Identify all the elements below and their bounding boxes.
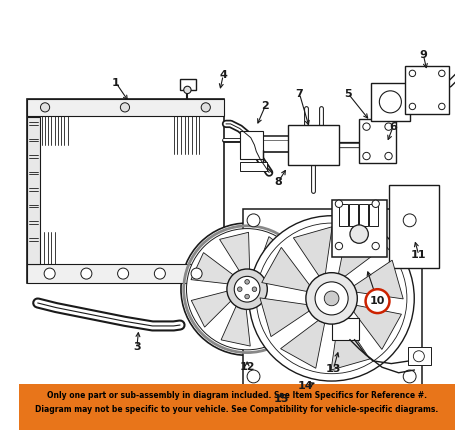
Text: 14: 14 bbox=[298, 381, 314, 391]
Polygon shape bbox=[338, 228, 383, 276]
Circle shape bbox=[81, 268, 92, 279]
Bar bbox=[405, 66, 449, 114]
Circle shape bbox=[256, 223, 407, 374]
Circle shape bbox=[120, 103, 129, 112]
Text: Only one part or sub-assembly in diagram included. See Item Specifics for Refere: Only one part or sub-assembly in diagram… bbox=[47, 391, 427, 400]
Circle shape bbox=[252, 287, 257, 292]
Bar bbox=[180, 79, 196, 90]
Circle shape bbox=[409, 103, 416, 110]
Text: 6: 6 bbox=[389, 122, 397, 132]
Bar bbox=[240, 131, 263, 159]
Circle shape bbox=[385, 123, 392, 130]
Bar bbox=[371, 82, 410, 121]
Bar bbox=[332, 318, 359, 340]
Polygon shape bbox=[256, 237, 292, 279]
Circle shape bbox=[385, 152, 392, 159]
Bar bbox=[243, 209, 421, 388]
Text: 15: 15 bbox=[273, 394, 289, 405]
Text: 4: 4 bbox=[219, 70, 227, 80]
Polygon shape bbox=[260, 298, 309, 336]
Text: 13: 13 bbox=[326, 364, 341, 374]
Circle shape bbox=[186, 228, 308, 350]
Bar bbox=[27, 117, 39, 264]
Circle shape bbox=[201, 103, 210, 112]
Polygon shape bbox=[293, 227, 332, 276]
Circle shape bbox=[438, 103, 445, 110]
Bar bbox=[369, 204, 378, 226]
Circle shape bbox=[350, 225, 368, 243]
Polygon shape bbox=[281, 320, 325, 368]
Circle shape bbox=[118, 268, 128, 279]
Bar bbox=[408, 347, 431, 366]
Text: 2: 2 bbox=[262, 100, 269, 111]
Circle shape bbox=[365, 289, 390, 313]
Circle shape bbox=[403, 370, 416, 383]
Polygon shape bbox=[219, 232, 250, 271]
Circle shape bbox=[44, 268, 55, 279]
Circle shape bbox=[403, 214, 416, 227]
Bar bbox=[389, 185, 439, 268]
Circle shape bbox=[237, 287, 242, 292]
Bar bbox=[349, 204, 358, 226]
Circle shape bbox=[372, 200, 379, 207]
Bar bbox=[359, 119, 396, 164]
Circle shape bbox=[413, 351, 424, 362]
Circle shape bbox=[247, 370, 260, 383]
Circle shape bbox=[245, 280, 249, 284]
Circle shape bbox=[181, 223, 313, 355]
Circle shape bbox=[335, 200, 343, 207]
Circle shape bbox=[40, 103, 50, 112]
Bar bbox=[339, 204, 348, 226]
Circle shape bbox=[249, 216, 414, 381]
Text: 8: 8 bbox=[274, 177, 282, 187]
Bar bbox=[240, 162, 267, 171]
Text: 3: 3 bbox=[133, 342, 141, 352]
Polygon shape bbox=[331, 321, 370, 370]
Text: 10: 10 bbox=[370, 296, 385, 306]
Circle shape bbox=[335, 242, 343, 250]
Circle shape bbox=[191, 268, 202, 279]
Circle shape bbox=[363, 123, 370, 130]
Bar bbox=[359, 204, 368, 226]
Polygon shape bbox=[266, 273, 302, 303]
Circle shape bbox=[234, 276, 260, 302]
Circle shape bbox=[409, 70, 416, 77]
Circle shape bbox=[245, 294, 249, 299]
Text: 1: 1 bbox=[112, 78, 119, 87]
Circle shape bbox=[155, 268, 165, 279]
Text: 5: 5 bbox=[344, 89, 352, 99]
Circle shape bbox=[306, 273, 357, 324]
Text: 9: 9 bbox=[419, 50, 428, 60]
Circle shape bbox=[379, 91, 401, 113]
Polygon shape bbox=[354, 260, 403, 299]
Circle shape bbox=[247, 214, 260, 227]
Circle shape bbox=[184, 86, 191, 94]
Text: 12: 12 bbox=[239, 362, 255, 372]
Circle shape bbox=[315, 282, 348, 315]
Polygon shape bbox=[221, 306, 250, 346]
Circle shape bbox=[372, 242, 379, 250]
Polygon shape bbox=[191, 253, 233, 284]
Text: Diagram may not be specific to your vehicle. See Compatibility for vehicle-speci: Diagram may not be specific to your vehi… bbox=[36, 405, 438, 414]
Bar bbox=[332, 200, 387, 257]
Circle shape bbox=[438, 70, 445, 77]
Polygon shape bbox=[191, 291, 231, 327]
Polygon shape bbox=[262, 247, 310, 292]
Circle shape bbox=[363, 152, 370, 159]
Bar bbox=[27, 99, 224, 283]
Text: 11: 11 bbox=[411, 250, 427, 260]
Bar bbox=[27, 264, 224, 283]
Text: 7: 7 bbox=[296, 89, 303, 99]
Polygon shape bbox=[354, 306, 401, 349]
Bar bbox=[19, 384, 455, 430]
Polygon shape bbox=[254, 302, 293, 341]
Bar bbox=[288, 125, 339, 165]
Bar bbox=[27, 99, 224, 116]
Circle shape bbox=[227, 269, 267, 310]
Circle shape bbox=[324, 291, 339, 306]
